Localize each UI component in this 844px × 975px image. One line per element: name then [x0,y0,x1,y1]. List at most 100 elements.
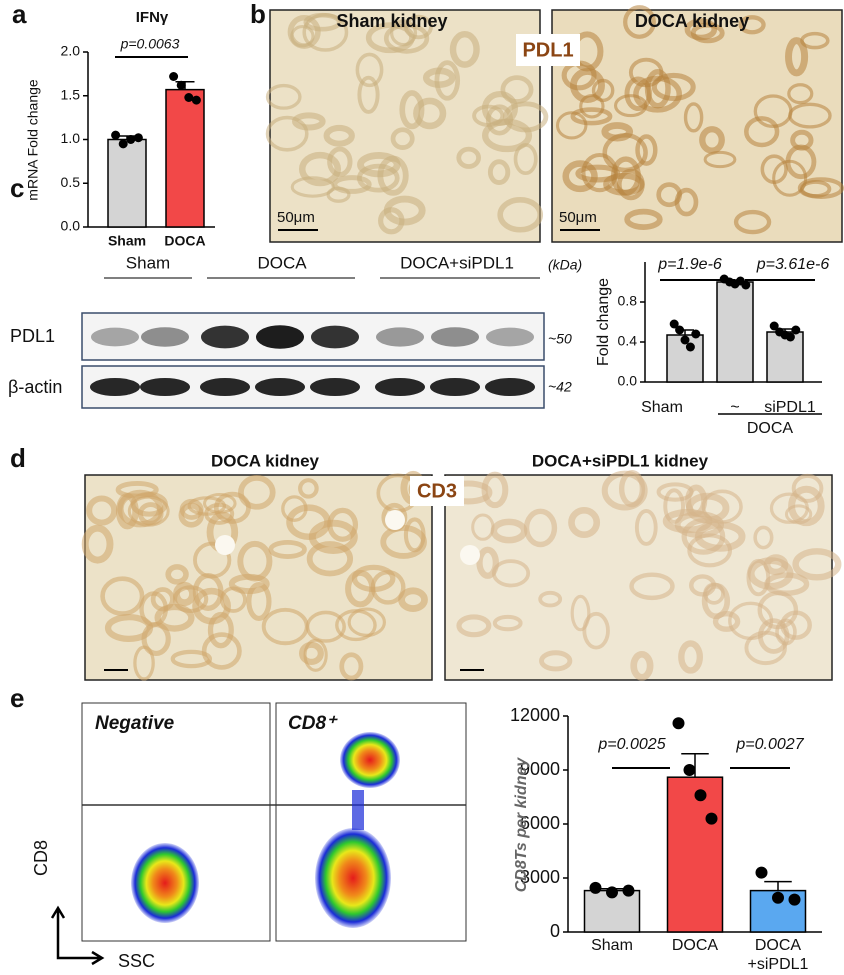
tubule [351,564,396,593]
p-value: p=0.0025 [597,736,665,753]
data-point [606,886,618,899]
x-tick-label: DOCA [164,233,205,249]
data-point [176,80,186,90]
band [90,378,140,396]
stain-label: PDL1 [522,39,573,61]
tubule [787,83,814,105]
data-point [705,812,718,825]
tubule [238,474,276,510]
blot-row-label: β-actin [8,377,62,397]
tubule [165,564,189,585]
tubule [306,541,354,577]
tubule [449,31,480,68]
tubule [299,641,324,665]
label-box [516,34,580,66]
blot-bands [90,325,535,396]
tubule [651,72,696,102]
tubule [482,118,533,153]
band [141,327,189,347]
tubule [634,509,658,546]
tubule [308,519,358,554]
band [430,378,480,396]
tubule [753,525,774,550]
data-point [755,866,768,879]
p-value: p=0.0027 [735,736,804,753]
tubule [490,518,528,544]
error-bar [681,753,709,778]
tubule [305,610,346,643]
tubule [192,587,231,625]
tubule [703,150,737,169]
tubule [492,614,523,632]
flow-title: Negative [95,713,175,734]
y-tick-label: 2.0 [61,43,81,59]
y-axis-label: mRNA Fold change [25,79,41,201]
y-tick-label: 0 [550,921,560,941]
data-point [675,325,685,335]
band [311,325,359,349]
x-tick-label: Sham [641,399,683,416]
tubule [733,209,772,235]
tubule [357,75,380,114]
data-point [772,891,784,904]
tubule [434,60,461,101]
tubule [265,83,302,110]
tubule [390,127,415,150]
tubule [788,485,825,527]
tubule [213,491,251,524]
tubule [746,558,771,597]
tubule [178,502,205,528]
data-point [788,893,801,906]
tubule [728,601,774,641]
data-point [791,325,801,335]
tubule [326,186,351,203]
tubule [268,539,307,559]
tubule [800,31,830,50]
tubule [663,488,686,524]
data-point [184,93,194,102]
p-value: p=1.9e-6 [657,256,722,273]
flow-axis-label: CD8 [31,840,51,876]
tubule [644,68,671,109]
tubule [403,517,426,553]
tubule [290,176,335,198]
tubule [377,155,409,196]
tubule [628,57,664,88]
tubule [570,594,591,632]
tubule [265,115,309,152]
image-title: DOCA kidney [635,11,749,31]
tubule [582,611,610,650]
flow-cloud [131,843,199,923]
tubule [712,611,741,632]
tubule [219,586,247,613]
data-point [169,72,179,81]
data-point [680,335,690,345]
tubule [413,97,447,130]
tubule [681,518,726,555]
panel-letter: a [12,0,27,29]
image-title: DOCA+siPDL1 kidney [532,451,709,470]
tubule [570,107,613,126]
tubule [618,470,646,508]
panel-letter: b [250,0,266,29]
band [140,378,190,396]
y-tick-label: 0.5 [61,174,81,190]
blot-group: DOCA+siPDL1 [400,253,514,272]
bar [666,776,724,933]
data-point [741,280,751,290]
data-point [785,332,795,342]
chart-title: IFNγ [136,9,169,26]
x-tick-label: +siPDL1 [748,956,809,973]
tubule [115,481,159,499]
tubule [738,15,766,35]
tubule [780,610,812,640]
tubule [339,652,364,681]
tubule [487,159,511,186]
tubule [335,609,377,642]
error-bar [764,880,792,891]
tubule [630,650,654,681]
data-point [191,95,201,105]
y-tick-label: 6000 [520,813,560,833]
tubule [753,94,793,129]
blot-size: ~42 [548,379,572,395]
